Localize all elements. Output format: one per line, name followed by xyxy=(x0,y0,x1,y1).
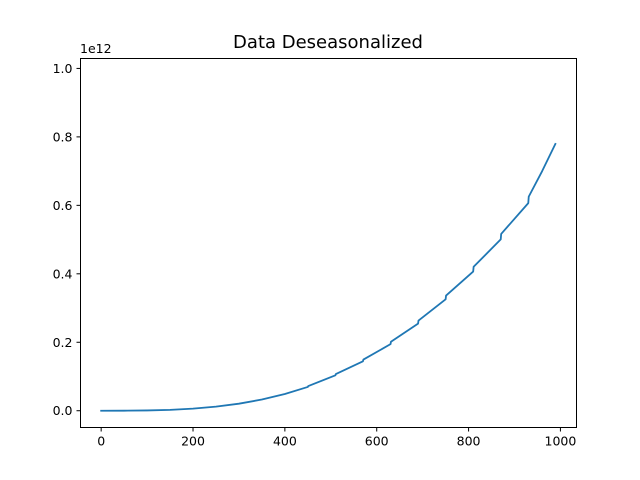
y-axis: 0.0 0.2 0.4 0.6 0.8 1.0 xyxy=(53,61,81,418)
x-tick-label: 400 xyxy=(273,434,297,449)
series-layer xyxy=(100,142,557,412)
x-tick-label: 0 xyxy=(97,434,105,449)
y-tick-label: 0.4 xyxy=(53,266,73,281)
y-tick-label: 0.2 xyxy=(53,335,73,350)
series-line-0 xyxy=(100,142,557,412)
y-axis-offset-label: 1e12 xyxy=(80,41,112,56)
x-tick-label: 600 xyxy=(365,434,389,449)
y-tick-label: 0.0 xyxy=(53,403,73,418)
x-tick-label: 200 xyxy=(181,434,205,449)
chart-title: Data Deseasonalized xyxy=(233,32,423,53)
y-tick-label: 0.8 xyxy=(53,129,73,144)
x-tick-label: 800 xyxy=(457,434,481,449)
y-tick-label: 1.0 xyxy=(53,61,73,76)
x-tick-label: 1000 xyxy=(545,434,577,449)
x-axis: 0 200 400 600 800 1000 xyxy=(97,427,577,449)
plot-frame xyxy=(80,58,577,428)
y-tick-label: 0.6 xyxy=(53,198,73,213)
